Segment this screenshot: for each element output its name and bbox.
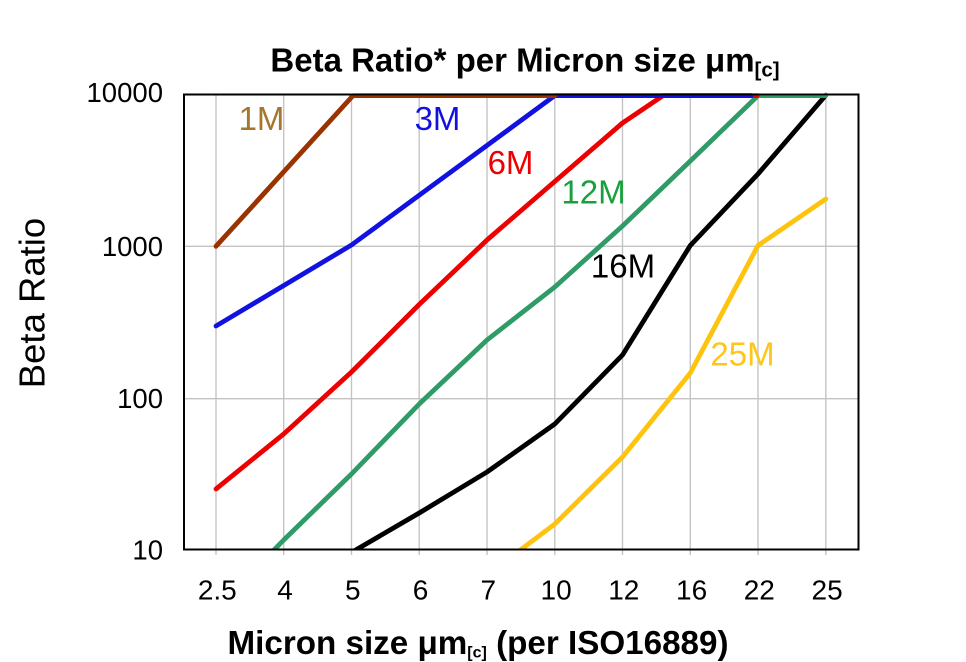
svg-text:25: 25 xyxy=(812,575,843,606)
svg-text:3M: 3M xyxy=(415,100,461,137)
svg-text:5: 5 xyxy=(345,575,361,606)
svg-text:16: 16 xyxy=(676,575,707,606)
svg-text:100: 100 xyxy=(117,383,163,414)
svg-text:10: 10 xyxy=(132,535,163,566)
svg-text:25M: 25M xyxy=(710,336,774,373)
svg-text:16M: 16M xyxy=(591,248,655,285)
svg-text:Beta Ratio* per Micron size μm: Beta Ratio* per Micron size μm[c] xyxy=(270,42,779,82)
svg-text:10: 10 xyxy=(541,575,572,606)
svg-text:10000: 10000 xyxy=(87,77,163,108)
svg-text:22: 22 xyxy=(744,575,775,606)
svg-text:12: 12 xyxy=(608,575,639,606)
svg-text:1000: 1000 xyxy=(102,231,163,262)
svg-text:2.5: 2.5 xyxy=(198,575,237,606)
svg-text:6M: 6M xyxy=(488,144,534,181)
svg-text:1M: 1M xyxy=(239,100,285,137)
svg-text:7: 7 xyxy=(481,575,497,606)
svg-text:6: 6 xyxy=(413,575,429,606)
svg-text:Beta Ratio: Beta Ratio xyxy=(12,218,53,388)
svg-text:12M: 12M xyxy=(561,174,625,211)
svg-text:4: 4 xyxy=(277,575,293,606)
